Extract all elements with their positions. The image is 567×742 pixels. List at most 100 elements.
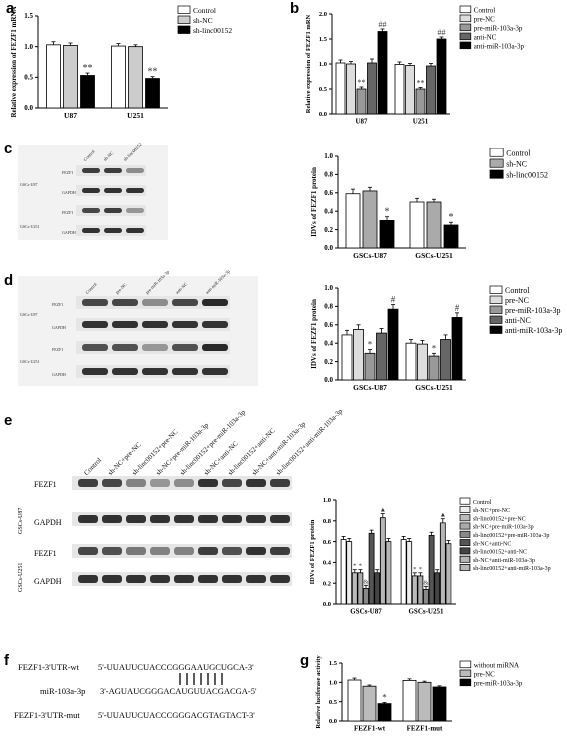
x-tick-label: GSCs-U87 xyxy=(350,608,382,616)
bar xyxy=(415,88,426,115)
legend-label: sh-linc00152+pre-miR-103a-3p xyxy=(473,533,549,539)
legend-swatch xyxy=(459,555,471,563)
bar xyxy=(345,193,361,249)
blot-band xyxy=(150,575,170,583)
bar xyxy=(417,575,424,605)
y-tick-label: 0.6 xyxy=(324,321,333,329)
blot-c-col-label: Control xyxy=(82,148,96,162)
legend-label: Control xyxy=(505,286,530,295)
legend-swatch xyxy=(177,15,191,24)
y-tick-label: 0.4 xyxy=(324,339,333,347)
legend-label: anti-NC xyxy=(505,316,531,325)
legend-label: Control xyxy=(473,500,492,506)
legend-swatch xyxy=(459,547,471,555)
bar xyxy=(368,532,375,605)
mut-sequence: 5'-UUAUUCUACCCGGGACGTAGTACT-3' xyxy=(98,710,255,720)
blot-band xyxy=(270,575,290,583)
significance-mark: ** xyxy=(83,63,93,74)
legend-swatch xyxy=(459,497,471,505)
blot-e-cell-label: GSCs-U251 xyxy=(18,562,24,592)
chart-b: 0.0 0.5 1.0 1.5 2.0 Relative expression of FE… xyxy=(305,5,524,126)
chart-c: 0.0 0.2 0.4 0.6 0.8 1.0 IDVs of FEZF1 protein G… xyxy=(310,148,548,260)
blot-e-row-label: GAPDH xyxy=(34,518,62,527)
blot-band xyxy=(112,344,138,351)
bar xyxy=(351,572,358,605)
blot-e-cell-label: GSCs-U87 xyxy=(18,507,24,534)
blot-band xyxy=(126,188,144,193)
bar xyxy=(443,224,459,249)
bar xyxy=(353,329,364,381)
blot-band xyxy=(82,368,108,375)
blot-band xyxy=(126,515,146,523)
legend-label: sh-NC xyxy=(193,16,213,25)
legend-swatch xyxy=(489,305,503,314)
bar xyxy=(356,88,367,115)
chart-a: 0.0 0.5 1.0 1.5 Relative expression of FEZF1… xyxy=(10,5,232,120)
bar xyxy=(374,572,381,605)
legend-swatch xyxy=(459,5,472,14)
blot-band xyxy=(82,344,108,351)
panel-letter-d: d xyxy=(4,272,14,289)
y-tick-label: 1.0 xyxy=(329,680,337,687)
significance-mark: * xyxy=(419,566,422,573)
x-tick-label: GSCs-U87 xyxy=(353,251,387,260)
blot-band xyxy=(112,321,138,328)
legend-label: sh-linc00152 xyxy=(193,26,232,35)
y-tick-label: 0.2 xyxy=(323,580,331,587)
bar xyxy=(432,686,447,722)
legend-swatch xyxy=(459,660,472,669)
x-tick-label: U87 xyxy=(64,111,77,120)
bar xyxy=(367,62,377,115)
bar xyxy=(406,541,413,605)
blot-band xyxy=(78,515,98,523)
bar xyxy=(402,679,417,722)
y-tick-label: 1.0 xyxy=(324,152,333,160)
bar xyxy=(362,685,377,722)
bar xyxy=(377,31,388,115)
y-tick-label: 0.0 xyxy=(324,244,333,252)
bar xyxy=(364,352,376,381)
bar xyxy=(376,332,387,381)
y-tick-label: 1.0 xyxy=(24,43,33,51)
bar xyxy=(434,572,441,605)
significance-mark: ** xyxy=(148,67,158,78)
significance-mark: ** xyxy=(358,78,366,87)
blot-band xyxy=(112,368,138,375)
y-tick-label: 0.0 xyxy=(329,718,337,725)
y-tick-label: 1.0 xyxy=(319,61,327,68)
bar xyxy=(128,46,143,109)
chart-g: 0.0 0.5 1.0 1.5 Relative luciferase activity… xyxy=(315,655,523,733)
blot-band xyxy=(104,208,122,213)
bar xyxy=(335,62,346,115)
blot-e-col-label: Control xyxy=(82,456,104,477)
blot-c-cell-label: GSCs-U87 xyxy=(20,182,38,187)
bar xyxy=(417,343,428,381)
blot-band xyxy=(198,515,218,523)
legend-swatch xyxy=(459,669,472,678)
blot-band xyxy=(82,321,108,328)
y-tick-label: 0.0 xyxy=(323,601,331,608)
y-tick-label: 0.4 xyxy=(324,207,333,215)
blot-band xyxy=(150,515,170,523)
y-tick-label: 0.6 xyxy=(323,539,332,546)
legend-swatch xyxy=(489,285,503,294)
panel-letter-f: f xyxy=(4,652,9,669)
bar xyxy=(428,534,435,605)
significance-mark: * xyxy=(353,563,356,570)
y-tick-label: 1.0 xyxy=(324,284,333,292)
bar xyxy=(405,342,417,381)
y-axis-label: IDVs of FEZF1 protein xyxy=(309,519,316,584)
blot-band xyxy=(82,208,100,213)
bar xyxy=(426,65,436,115)
y-axis-label: Relative expression of FEZF1 mRN xyxy=(305,14,312,113)
significance-mark: * xyxy=(382,692,387,702)
legend-label: sh-NC+anti-miR-103a-3p xyxy=(473,558,535,564)
blot-c-row-label: FEZF1 xyxy=(62,170,74,175)
blot-band xyxy=(126,168,144,173)
bar xyxy=(46,44,61,109)
bar xyxy=(409,201,425,249)
blot-band xyxy=(104,228,122,233)
blot-band xyxy=(78,479,98,487)
legend-swatch xyxy=(459,514,471,522)
blot-band xyxy=(142,368,168,375)
